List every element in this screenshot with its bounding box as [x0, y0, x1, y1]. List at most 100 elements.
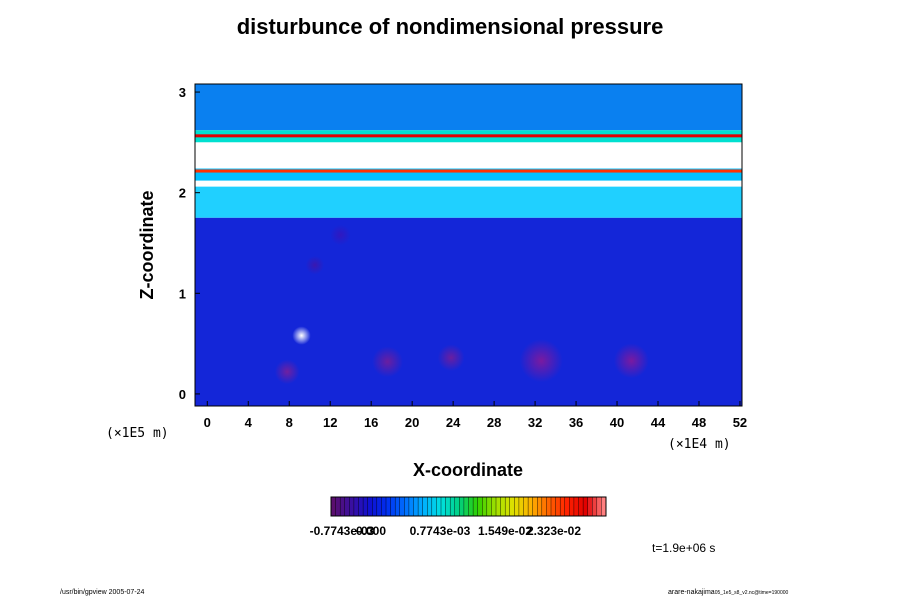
x-tick-label: 4: [245, 415, 253, 430]
colorbar-swatch: [596, 496, 602, 517]
x-tick-label: 40: [610, 415, 624, 430]
x-tick-label: 36: [569, 415, 583, 430]
footer-right-main: arare-nakajima: [668, 589, 715, 596]
x-tick-label: 28: [487, 415, 501, 430]
colorbar-swatch: [344, 496, 350, 517]
colorbar-swatch: [372, 496, 378, 517]
colorbar-swatch: [491, 496, 497, 517]
colorbar-swatch: [569, 496, 575, 517]
colorbar-swatch: [537, 496, 543, 517]
colorbar-label: 0.000: [356, 524, 386, 538]
colorbar-swatch: [353, 496, 359, 517]
colorbar-swatch: [482, 496, 488, 517]
colorbar-swatch: [592, 496, 598, 517]
colorbar-swatch: [436, 496, 442, 517]
y-tick-label: 2: [179, 186, 186, 201]
x-tick-label: 48: [692, 415, 706, 430]
field-band: [195, 186, 742, 218]
colorbar-swatch: [514, 496, 520, 517]
colorbar-label: -0.7743e-03: [310, 524, 375, 538]
field-blob: [330, 224, 351, 246]
field-band: [195, 180, 742, 187]
colorbar-swatch: [486, 496, 492, 517]
colorbar-swatch: [335, 496, 341, 517]
colorbar-swatch: [559, 496, 566, 517]
colorbar-swatch: [440, 496, 447, 517]
colorbar-swatch: [518, 496, 525, 517]
colorbar-swatch: [390, 496, 396, 517]
colorbar-swatch: [417, 496, 424, 517]
colorbar-swatch: [385, 496, 392, 517]
field-blob: [437, 344, 465, 372]
colorbar-label: 2.323e-02: [527, 524, 581, 538]
colorbar-swatch: [445, 496, 451, 517]
x-tick-label: 8: [286, 415, 293, 430]
x-tick-label: 12: [323, 415, 337, 430]
plot-area: [195, 84, 742, 406]
field-band: [195, 169, 742, 173]
colorbar-swatch: [376, 496, 382, 517]
colorbar-swatch: [404, 496, 410, 517]
colorbar-swatch: [527, 496, 534, 517]
colorbar-swatch: [555, 496, 561, 517]
colorbar-swatch: [349, 496, 355, 517]
y-scale-label: (×1E5 m): [106, 426, 169, 441]
colorbar-swatch: [459, 496, 465, 517]
y-axis: 0 1 2 3: [179, 85, 200, 402]
colorbar-swatch: [431, 496, 437, 517]
field-blob: [274, 359, 300, 385]
colorbar-swatch: [541, 496, 547, 517]
x-scale-label: (×1E4 m): [668, 437, 731, 452]
field-blob: [372, 346, 403, 378]
field-blob: [519, 339, 563, 383]
footer-right-small: 05_1e5_s8_v2.nc@time=190000: [714, 590, 789, 596]
colorbar-swatch: [394, 496, 401, 517]
colorbar-swatch: [550, 496, 557, 517]
x-tick-label: 32: [528, 415, 542, 430]
colorbar-swatch: [330, 496, 337, 517]
colorbar-swatch: [578, 496, 584, 517]
colorbar-swatch: [413, 496, 419, 517]
colorbar-swatch: [362, 496, 369, 517]
x-tick-label: 44: [651, 415, 666, 430]
colorbar-swatch: [399, 496, 405, 517]
colorbar-swatch: [381, 496, 387, 517]
colorbar-swatch: [472, 496, 479, 517]
colorbar-swatch: [408, 496, 414, 517]
colorbar-swatch: [454, 496, 460, 517]
plot-frame: [194, 83, 743, 407]
x-axis: 0 4 8 12 16 20 24 28 32 36 40 44 48 52: [204, 401, 747, 430]
colorbar-swatch: [546, 496, 552, 517]
x-tick-label: 0: [204, 415, 211, 430]
field-blob: [305, 255, 325, 275]
colorbar-swatch: [504, 496, 511, 517]
field-band: [195, 84, 742, 131]
time-label: t=1.9e+06 s: [652, 541, 716, 555]
colorbar-swatch: [477, 496, 483, 517]
colorbar-swatch: [587, 496, 593, 517]
colorbar-swatch: [339, 496, 346, 517]
colorbar-swatch: [427, 496, 433, 517]
field-blob: [292, 326, 311, 345]
y-tick-label: 1: [179, 286, 186, 301]
footer-left: /usr/bin/gpview 2005-07-24: [60, 589, 145, 596]
colorbar: -0.7743e-030.000 0.7743e-03 1.549e-022.323…: [310, 496, 607, 538]
colorbar-swatch: [523, 496, 529, 517]
x-tick-label: 20: [405, 415, 419, 430]
y-axis-label: Z-coordinate: [137, 190, 157, 300]
colorbar-swatch: [358, 496, 364, 517]
colorbar-swatch: [573, 496, 580, 517]
y-tick-label: 0: [179, 387, 186, 402]
colorbar-swatch: [582, 496, 589, 517]
x-tick-label: 24: [446, 415, 461, 430]
footer-right: arare-nakajima05_1e5_s8_v2.nc@time=19000…: [668, 589, 788, 596]
x-tick-label: 52: [733, 415, 747, 430]
x-tick-label: 16: [364, 415, 378, 430]
colorbar-swatch: [422, 496, 428, 517]
colorbar-swatch: [564, 496, 570, 517]
field-band: [195, 134, 742, 138]
colorbar-swatch: [449, 496, 456, 517]
colorbar-swatch: [367, 496, 373, 517]
colorbar-label: 1.549e-02: [478, 524, 532, 538]
